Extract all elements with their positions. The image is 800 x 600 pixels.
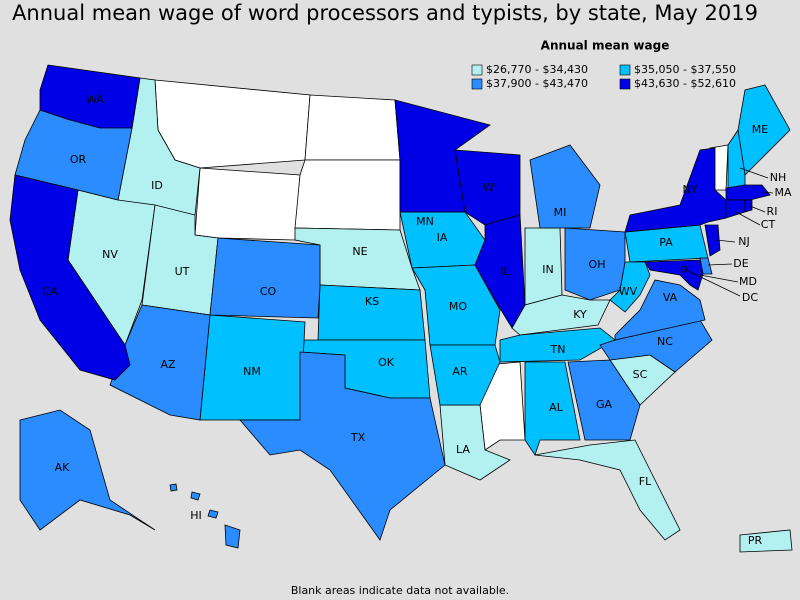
state-label: KS bbox=[365, 295, 379, 308]
state-label: AZ bbox=[160, 358, 176, 371]
legend-label: $37,900 - $43,470 bbox=[486, 77, 588, 90]
state-blank bbox=[304, 94, 401, 161]
state-label: NE bbox=[352, 245, 367, 258]
state-label: MA bbox=[774, 186, 791, 199]
legend-label: $26,770 - $34,430 bbox=[486, 63, 588, 76]
legend-title: Annual mean wage bbox=[541, 39, 670, 53]
state bbox=[644, 259, 704, 291]
state-label: WI bbox=[483, 181, 497, 194]
state bbox=[727, 128, 746, 189]
state bbox=[239, 351, 446, 541]
state bbox=[567, 359, 641, 441]
state-label: WV bbox=[619, 285, 638, 298]
state-label: TN bbox=[550, 343, 566, 356]
state-label: AR bbox=[452, 365, 468, 378]
states bbox=[9, 64, 793, 553]
state-label: PA bbox=[659, 236, 673, 249]
state bbox=[474, 214, 526, 329]
state-label: VA bbox=[663, 291, 678, 304]
state bbox=[624, 147, 727, 233]
state-label: IN bbox=[542, 263, 553, 276]
state-label: MO bbox=[449, 300, 467, 313]
legend-label: $35,050 - $37,550 bbox=[634, 63, 736, 76]
state-label: NV bbox=[102, 248, 118, 261]
state-label: GA bbox=[596, 398, 613, 411]
state-blank bbox=[294, 159, 401, 231]
legend-swatch bbox=[471, 64, 483, 76]
state bbox=[524, 361, 581, 456]
state-label: IL bbox=[500, 265, 510, 278]
state-label: AK bbox=[55, 461, 71, 474]
state-label: CO bbox=[260, 285, 277, 298]
state-blank bbox=[194, 167, 301, 241]
state-blank bbox=[154, 79, 311, 169]
legend-swatch bbox=[471, 78, 483, 90]
state-label: RI bbox=[767, 205, 778, 218]
state-label: OK bbox=[378, 356, 395, 369]
state bbox=[317, 284, 426, 341]
legend-label: $43,630 - $52,610 bbox=[634, 77, 736, 90]
state-label: NH bbox=[770, 171, 787, 184]
state bbox=[39, 64, 141, 129]
footnote: Blank areas indicate data not available. bbox=[291, 584, 509, 597]
map-title: Annual mean wage of word processors and … bbox=[12, 1, 758, 25]
state-label: DE bbox=[733, 257, 748, 270]
legend-swatch bbox=[619, 78, 631, 90]
state bbox=[429, 344, 501, 406]
state-label: OR bbox=[70, 153, 87, 166]
state bbox=[511, 294, 611, 336]
state-label: OH bbox=[589, 258, 606, 271]
state bbox=[169, 483, 241, 549]
state-label: ID bbox=[151, 179, 163, 192]
state-label: MD bbox=[739, 275, 757, 288]
state-label: MN bbox=[416, 215, 434, 228]
state-label: WA bbox=[86, 93, 104, 106]
legend-swatch bbox=[619, 64, 631, 76]
state-label: CA bbox=[42, 285, 58, 298]
state-label: IA bbox=[437, 231, 448, 244]
state-label: CT bbox=[761, 218, 776, 231]
state-label: DC bbox=[742, 291, 758, 304]
legend: $26,770 - $34,430 $35,050 - $37,550 $37,90… bbox=[471, 63, 736, 90]
state-label: NJ bbox=[738, 235, 749, 248]
state bbox=[19, 409, 156, 531]
state bbox=[534, 439, 681, 541]
state bbox=[529, 144, 601, 229]
state-labels: ID NV UT NE IN KY SC FL LA PR IA KS MO OK NM AR TN AL PA WV… bbox=[42, 93, 792, 547]
state bbox=[209, 237, 321, 319]
state bbox=[9, 174, 131, 381]
state-label: UT bbox=[175, 265, 190, 278]
state-label: AL bbox=[549, 401, 564, 414]
state-label: NC bbox=[657, 335, 673, 348]
state-label: NM bbox=[243, 365, 261, 378]
state-label: TX bbox=[350, 431, 366, 444]
state-label: PR bbox=[748, 534, 763, 547]
state bbox=[744, 199, 753, 213]
state-label: ME bbox=[752, 123, 768, 136]
state-label: KY bbox=[573, 308, 587, 321]
leader-lines bbox=[683, 167, 774, 297]
state-label: SC bbox=[633, 368, 648, 381]
state-label: NY bbox=[683, 183, 698, 196]
state-label: FL bbox=[639, 475, 652, 488]
state bbox=[704, 224, 721, 257]
state-label: MI bbox=[554, 206, 567, 219]
state-label: LA bbox=[456, 443, 470, 456]
state bbox=[614, 279, 706, 341]
state bbox=[739, 529, 793, 553]
state-label: HI bbox=[190, 509, 202, 522]
